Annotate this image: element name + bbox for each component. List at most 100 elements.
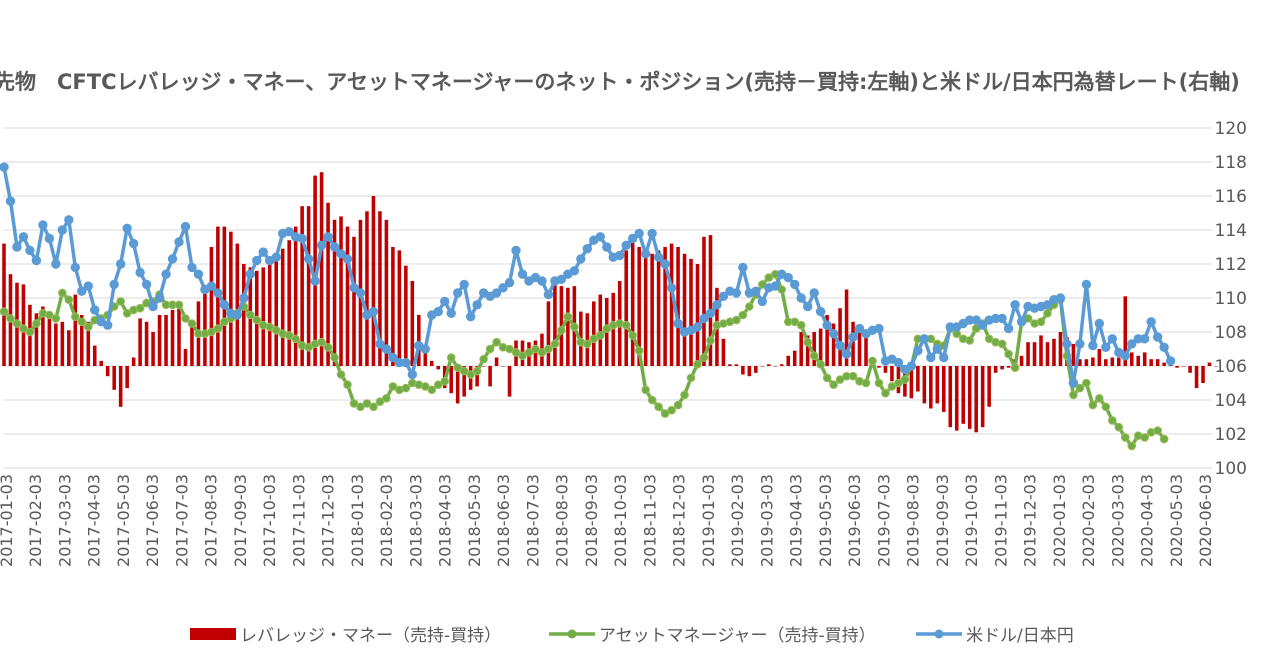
bar <box>1006 366 1011 368</box>
bar <box>112 366 116 390</box>
x-axis-tick-label: 2018-10-03 <box>611 474 630 567</box>
x-axis-tick-label: 2018-07-03 <box>523 474 542 567</box>
x-axis-tick-label: 2017-10-03 <box>260 474 279 567</box>
data-point <box>90 305 100 315</box>
data-point <box>401 357 411 368</box>
bar <box>190 326 194 366</box>
bar <box>890 366 894 382</box>
data-point <box>511 348 521 357</box>
data-point <box>634 346 644 356</box>
data-point <box>70 262 80 273</box>
legend-item: アセットマネージャー（売持-買持） <box>549 626 876 646</box>
data-point <box>323 232 333 242</box>
data-point <box>330 353 339 362</box>
data-point <box>1127 441 1137 451</box>
x-axis-tick-label: 2020-01-03 <box>1050 474 1069 567</box>
data-point <box>0 162 9 172</box>
data-point <box>1004 349 1013 359</box>
right-axis-tick-label: 100 <box>1215 459 1247 479</box>
bar <box>138 318 142 366</box>
bar <box>293 226 298 366</box>
x-axis-tick-label: 2017-11-03 <box>289 474 308 567</box>
bar <box>1032 342 1037 366</box>
data-point <box>51 314 61 323</box>
bar <box>319 172 324 366</box>
bar <box>909 366 914 399</box>
right-axis-tick-label: 120 <box>1215 119 1247 139</box>
bar <box>598 294 603 366</box>
data-point <box>213 288 223 298</box>
data-point <box>356 402 365 412</box>
data-point <box>174 237 184 247</box>
bar <box>877 366 881 368</box>
data-point <box>174 300 184 310</box>
data-point <box>375 397 385 407</box>
data-point <box>83 281 93 291</box>
bar <box>566 287 570 366</box>
x-axis-tick-label: 2019-12-03 <box>1021 474 1040 567</box>
bar <box>1091 357 1095 366</box>
bar <box>371 196 376 366</box>
bar <box>1188 366 1192 373</box>
data-point <box>757 296 768 307</box>
bar <box>676 247 680 366</box>
data-point <box>854 323 865 334</box>
data-point <box>692 322 703 332</box>
gridlines <box>3 127 1212 435</box>
data-point <box>284 227 294 237</box>
data-point <box>433 306 443 317</box>
bar <box>365 211 369 366</box>
x-axis-tick-label: 2020-03-03 <box>1108 474 1127 567</box>
x-axis-tick-label: 2019-11-03 <box>991 474 1010 567</box>
data-point <box>303 254 314 264</box>
legend-item: 米ドル/日本円 <box>916 626 1074 646</box>
data-point <box>77 317 87 327</box>
data-point <box>647 395 657 405</box>
data-point <box>809 351 819 361</box>
x-axis-tick-label: 2017-03-03 <box>55 474 74 567</box>
bar <box>267 260 272 366</box>
data-point <box>1114 422 1124 432</box>
data-point <box>504 278 515 288</box>
data-point <box>1101 342 1111 352</box>
bar <box>1207 362 1212 366</box>
data-point <box>181 314 190 323</box>
bar <box>404 265 408 366</box>
legend-label: レバレッジ・マネー（売持-買持） <box>240 626 501 646</box>
data-point <box>297 233 307 244</box>
data-point <box>18 232 29 242</box>
data-point <box>537 348 547 357</box>
data-point <box>1101 402 1111 412</box>
bar <box>449 366 453 394</box>
data-point <box>640 249 651 259</box>
data-point <box>543 289 554 300</box>
bar <box>954 366 959 431</box>
bar <box>151 332 155 366</box>
data-point <box>388 352 398 363</box>
bar <box>455 366 460 404</box>
x-axis-tick-label: 2019-01-03 <box>699 474 718 567</box>
data-point <box>971 315 981 325</box>
data-point <box>1159 342 1169 352</box>
data-point <box>479 354 488 364</box>
data-point <box>770 281 780 291</box>
data-point <box>919 334 930 344</box>
data-point <box>57 225 68 235</box>
data-point <box>517 269 528 279</box>
x-axis-tick-label: 2019-03-03 <box>757 474 776 567</box>
data-point <box>329 242 340 252</box>
data-point <box>582 244 593 254</box>
bar <box>60 321 65 366</box>
data-point <box>653 252 664 262</box>
data-point <box>1107 334 1117 344</box>
data-point <box>472 300 482 310</box>
bar <box>650 253 654 366</box>
data-point <box>116 297 125 306</box>
x-axis-tick-label: 2019-08-03 <box>904 474 923 567</box>
bar <box>760 366 765 367</box>
data-point <box>12 242 22 252</box>
bar <box>754 366 758 373</box>
data-point <box>368 306 379 317</box>
bar <box>47 315 52 366</box>
data-point <box>634 228 644 239</box>
